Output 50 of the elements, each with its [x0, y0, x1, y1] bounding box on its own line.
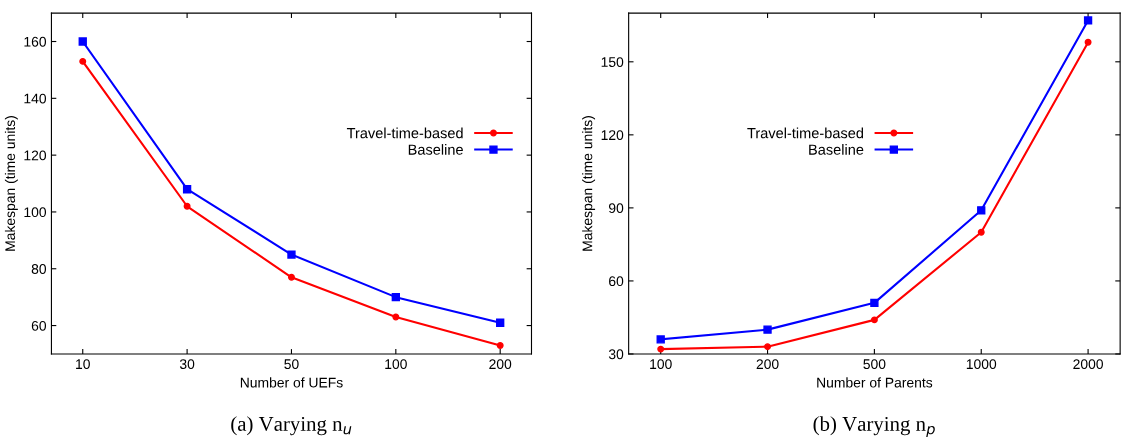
point [496, 318, 505, 327]
x-tick-label: 1000 [966, 359, 997, 370]
y-tick-label: 120 [24, 150, 47, 161]
legend-label: Travel-time-based [346, 127, 463, 139]
y-tick-label: 90 [608, 203, 624, 214]
y-tick-label: 150 [601, 57, 624, 67]
y-tick-label: 120 [601, 130, 624, 141]
x-axis-title: Number of Parents [817, 377, 933, 388]
legend-label: Baseline [408, 144, 463, 155]
y-axis-title: Makespan (time units) [582, 116, 596, 251]
y-tick-label: 140 [24, 93, 47, 104]
point [1084, 38, 1092, 46]
y-tick-label: 100 [24, 207, 47, 218]
point [977, 228, 985, 236]
point [392, 313, 400, 321]
x-tick-label: 500 [863, 359, 886, 370]
y-tick-label: 30 [608, 349, 624, 360]
point [977, 206, 986, 215]
point [182, 185, 192, 194]
point [79, 57, 87, 65]
point [287, 273, 295, 281]
x-tick-label: 100 [385, 359, 407, 370]
y-tick-label: 80 [31, 264, 47, 274]
point [764, 343, 772, 351]
text: (b) Varying n$_{p}$ [813, 416, 935, 437]
y-tick-label: 160 [24, 36, 47, 47]
x-tick-label: 10 [76, 359, 90, 370]
legend-label: Baseline [809, 144, 864, 155]
x-tick-label: 200 [489, 359, 512, 370]
x-tick-label: 50 [284, 359, 299, 370]
point [656, 335, 665, 344]
point [287, 250, 296, 259]
point [763, 325, 772, 334]
point [1083, 16, 1093, 25]
x-tick-label: 200 [756, 359, 779, 370]
point [391, 292, 400, 302]
legend-label: Travel-time-based [747, 127, 864, 139]
x-tick-label: 100 [650, 359, 672, 370]
x-axis-title: Number of UEFs [240, 377, 343, 388]
point [78, 37, 87, 46]
x-tick-label: 30 [179, 359, 195, 370]
y-axis-title: Makespan (time units) [4, 116, 18, 251]
point [870, 316, 878, 324]
point [496, 341, 504, 349]
point [183, 202, 191, 210]
y-tick-label: 60 [609, 276, 624, 287]
point [870, 298, 879, 308]
y-tick-label: 60 [31, 320, 47, 331]
text: (a) Varying n$_{u}$ [231, 416, 352, 436]
x-tick-label: 2000 [1073, 359, 1103, 370]
